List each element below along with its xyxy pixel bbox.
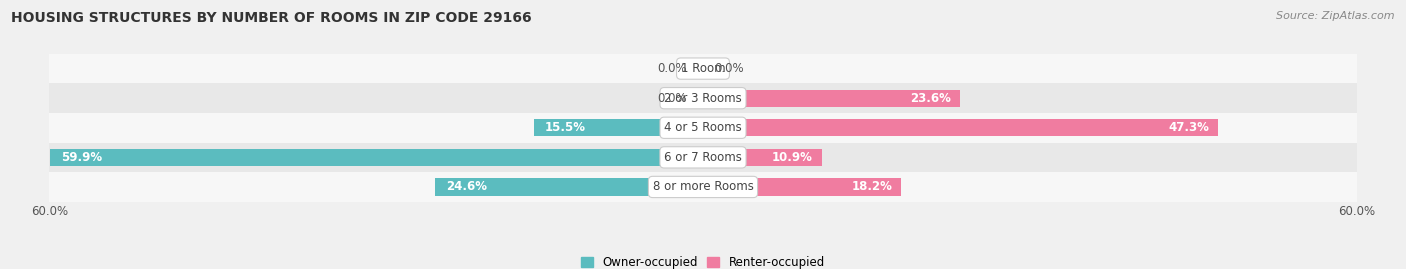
Bar <box>49 172 1357 202</box>
Bar <box>434 178 703 196</box>
Bar <box>534 119 703 136</box>
Text: 4 or 5 Rooms: 4 or 5 Rooms <box>664 121 742 134</box>
Text: 6 or 7 Rooms: 6 or 7 Rooms <box>664 151 742 164</box>
Legend: Owner-occupied, Renter-occupied: Owner-occupied, Renter-occupied <box>578 253 828 269</box>
Text: 15.5%: 15.5% <box>546 121 586 134</box>
Text: 18.2%: 18.2% <box>852 180 893 193</box>
Bar <box>49 113 1357 143</box>
Text: 8 or more Rooms: 8 or more Rooms <box>652 180 754 193</box>
Bar <box>703 90 960 107</box>
Bar <box>49 143 1357 172</box>
Text: 24.6%: 24.6% <box>446 180 486 193</box>
Text: 0.0%: 0.0% <box>714 62 744 75</box>
Bar <box>703 149 821 166</box>
Text: 59.9%: 59.9% <box>62 151 103 164</box>
Text: 10.9%: 10.9% <box>772 151 813 164</box>
Text: 0.0%: 0.0% <box>657 62 686 75</box>
Bar <box>703 178 901 196</box>
Text: 0.0%: 0.0% <box>657 92 686 105</box>
Text: 2 or 3 Rooms: 2 or 3 Rooms <box>664 92 742 105</box>
Bar <box>51 149 703 166</box>
Bar <box>703 119 1219 136</box>
Bar <box>49 83 1357 113</box>
Text: HOUSING STRUCTURES BY NUMBER OF ROOMS IN ZIP CODE 29166: HOUSING STRUCTURES BY NUMBER OF ROOMS IN… <box>11 11 531 25</box>
Bar <box>49 54 1357 83</box>
Text: 47.3%: 47.3% <box>1168 121 1209 134</box>
Text: 23.6%: 23.6% <box>911 92 952 105</box>
Text: Source: ZipAtlas.com: Source: ZipAtlas.com <box>1277 11 1395 21</box>
Text: 1 Room: 1 Room <box>681 62 725 75</box>
